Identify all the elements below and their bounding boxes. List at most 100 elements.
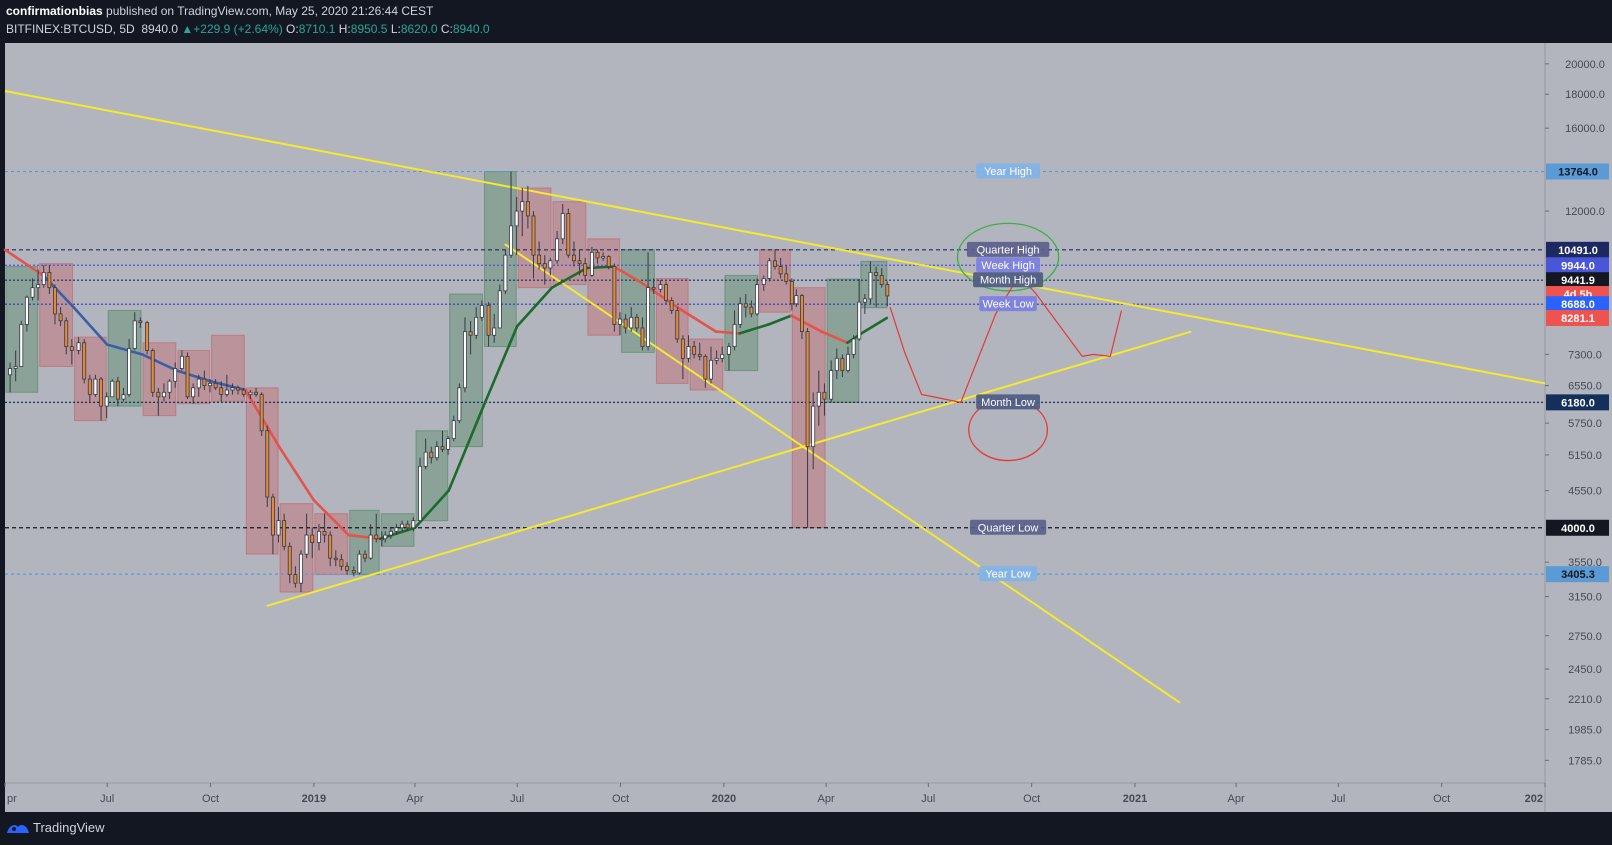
candle-body[interactable]	[857, 301, 862, 340]
candle-body[interactable]	[479, 305, 484, 318]
candle-body[interactable]	[509, 225, 513, 256]
candle-body[interactable]	[743, 303, 748, 308]
symbol-label[interactable]: BITFINEX:BTCUSD, 5D	[6, 22, 135, 36]
trendline[interactable]	[266, 330, 1192, 607]
price-tag-label[interactable]: 4000.0	[1561, 523, 1595, 535]
candle-body[interactable]	[219, 387, 224, 395]
candle-body[interactable]	[714, 357, 719, 361]
candle-body[interactable]	[161, 391, 166, 398]
candle-body[interactable]	[463, 331, 467, 389]
candle-body[interactable]	[383, 534, 388, 540]
candle-body[interactable]	[121, 394, 126, 400]
candle-body[interactable]	[840, 357, 845, 371]
candle-body[interactable]	[755, 284, 759, 315]
candle-body[interactable]	[577, 260, 582, 265]
candle-body[interactable]	[64, 320, 69, 347]
price-tag-label[interactable]: 10491.0	[1558, 245, 1598, 257]
candle-body[interactable]	[248, 391, 253, 395]
candle-body[interactable]	[394, 527, 399, 532]
candle-body[interactable]	[30, 287, 35, 298]
candle-body[interactable]	[363, 553, 367, 559]
candle-body[interactable]	[560, 213, 565, 240]
candle-body[interactable]	[542, 263, 547, 269]
tradingview-logo-icon[interactable]	[6, 821, 30, 837]
candle-body[interactable]	[99, 378, 103, 407]
candle-body[interactable]	[13, 366, 18, 369]
candle-body[interactable]	[520, 201, 525, 212]
candle-body[interactable]	[879, 275, 884, 285]
candle-body[interactable]	[868, 272, 873, 300]
candle-body[interactable]	[388, 530, 393, 536]
candle-body[interactable]	[720, 353, 725, 359]
trendline[interactable]	[504, 243, 1181, 704]
candle-body[interactable]	[115, 380, 120, 400]
candle-body[interactable]	[150, 350, 155, 393]
candle-body[interactable]	[379, 538, 384, 541]
candle-body[interactable]	[400, 523, 405, 529]
candle-body[interactable]	[213, 383, 218, 389]
candle-body[interactable]	[93, 378, 98, 395]
candle-body[interactable]	[811, 405, 816, 448]
candle-body[interactable]	[276, 520, 281, 536]
candle-body[interactable]	[503, 254, 508, 292]
candle-body[interactable]	[738, 303, 743, 325]
candle-body[interactable]	[317, 530, 321, 543]
candle-body[interactable]	[834, 357, 839, 371]
candle-body[interactable]	[651, 287, 656, 290]
candle-body[interactable]	[411, 520, 416, 529]
candle-body[interactable]	[664, 284, 668, 301]
candle-body[interactable]	[525, 201, 530, 217]
candle-body[interactable]	[606, 256, 611, 267]
hand-drawn-projection-path[interactable]	[889, 274, 1123, 404]
candle-body[interactable]	[287, 545, 292, 576]
candle-body[interactable]	[82, 342, 87, 380]
candle-body[interactable]	[19, 323, 24, 367]
candle-body[interactable]	[658, 284, 663, 290]
candle-body[interactable]	[41, 272, 46, 285]
price-tag-label[interactable]: 8688.0	[1561, 299, 1595, 311]
candle-body[interactable]	[328, 534, 333, 559]
price-tag-label[interactable]: 9944.0	[1561, 260, 1595, 272]
candle-body[interactable]	[789, 281, 794, 305]
candle-body[interactable]	[497, 290, 502, 329]
candle-body[interactable]	[405, 523, 410, 529]
candle-body[interactable]	[885, 284, 890, 297]
candle-body[interactable]	[293, 574, 298, 584]
plot-background[interactable]	[5, 43, 1545, 783]
candle-body[interactable]	[429, 451, 434, 459]
candle-body[interactable]	[132, 320, 137, 349]
candle-body[interactable]	[254, 391, 258, 395]
candle-body[interactable]	[333, 557, 338, 561]
candle-body[interactable]	[514, 210, 519, 227]
candle-body[interactable]	[208, 383, 212, 387]
candle-body[interactable]	[69, 346, 74, 351]
candle-body[interactable]	[629, 316, 634, 329]
candle-body[interactable]	[675, 310, 680, 340]
candle-body[interactable]	[595, 251, 600, 259]
candle-body[interactable]	[692, 346, 697, 355]
candle-body[interactable]	[270, 496, 275, 536]
candle-body[interactable]	[259, 394, 264, 432]
candle-body[interactable]	[104, 396, 109, 407]
candle-body[interactable]	[179, 355, 184, 369]
price-tag-label[interactable]: 3405.3	[1561, 569, 1595, 581]
candle-body[interactable]	[145, 322, 150, 351]
candle-body[interactable]	[761, 278, 766, 285]
candle-body[interactable]	[339, 559, 344, 567]
price-tag-label[interactable]: 6180.0	[1561, 397, 1595, 409]
candle-body[interactable]	[196, 378, 201, 389]
candle-body[interactable]	[669, 300, 674, 311]
candle-body[interactable]	[571, 254, 576, 262]
price-tag-label[interactable]: 9441.9	[1561, 275, 1595, 287]
candle-body[interactable]	[322, 530, 327, 536]
candle-body[interactable]	[703, 355, 708, 380]
candle-body[interactable]	[224, 389, 229, 395]
candle-body[interactable]	[474, 316, 479, 336]
candle-body[interactable]	[794, 295, 799, 305]
candle-body[interactable]	[138, 320, 143, 324]
candle-body[interactable]	[548, 260, 553, 269]
price-tag-label[interactable]: 8281.1	[1561, 313, 1595, 325]
candle-body[interactable]	[589, 251, 594, 276]
candle-body[interactable]	[351, 569, 356, 574]
candle-body[interactable]	[282, 520, 287, 547]
